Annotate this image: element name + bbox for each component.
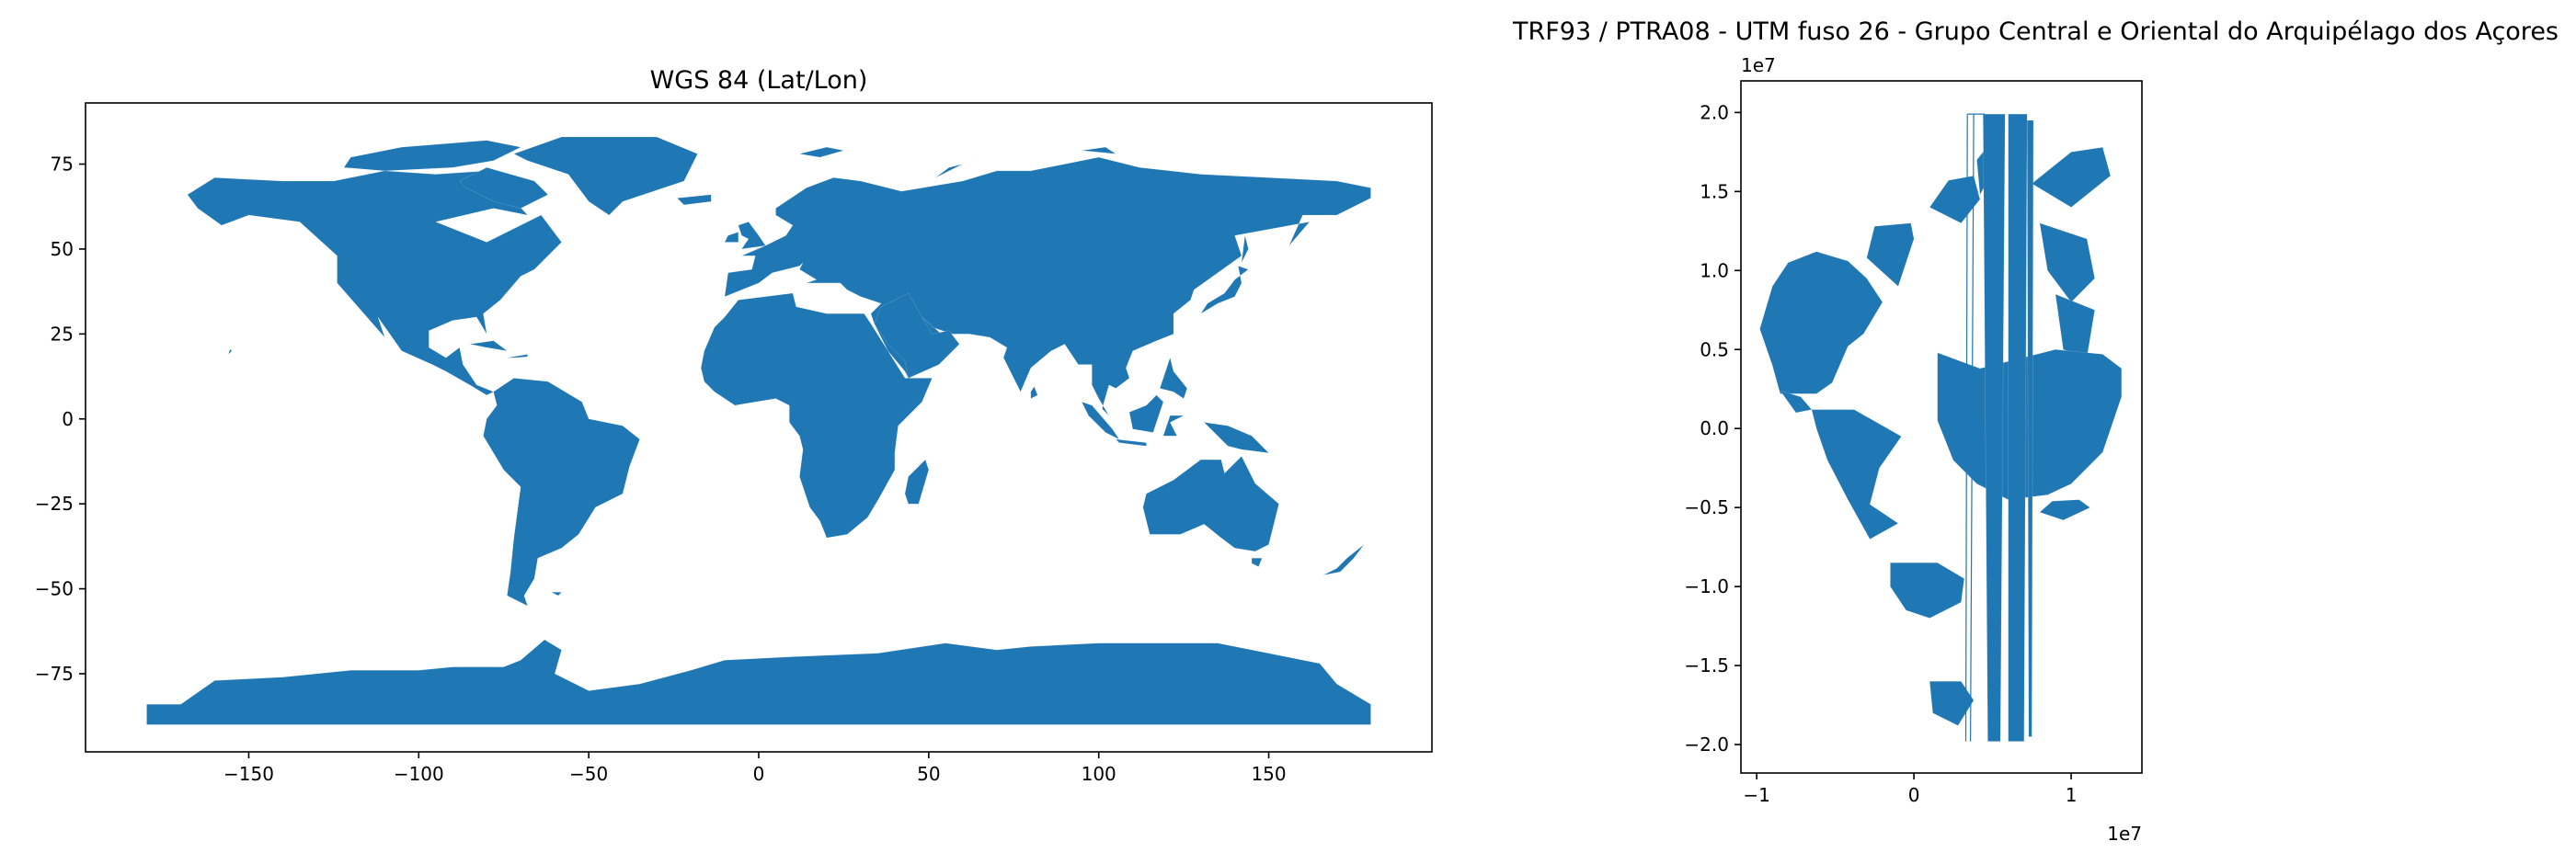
landmass-sumatra: [1081, 401, 1120, 440]
landmass-australia: [2039, 499, 2090, 521]
landmass-baffin-island: [459, 166, 549, 209]
figure-suptitle: TRF93 / PTRA08 - UTM fuso 26 - Grupo Cen…: [1512, 17, 2559, 46]
x-tick-label: 100: [1082, 763, 1116, 785]
landmass-iceland: [676, 194, 712, 206]
landmass-tasmania: [1251, 558, 1263, 567]
y-tick-label: −0.5: [1684, 496, 1729, 518]
landmass-eurasia-east: [2031, 146, 2112, 208]
landmass-strip-a: [1983, 113, 2006, 742]
outline-thin-strip-line-1: [1964, 114, 1968, 742]
landmass-falklands: [551, 592, 563, 597]
map-axes-wgs84: WGS 84 (Lat/Lon) −150 −100 −50 0 50 100 150 −7…: [35, 66, 1433, 785]
landmass-japan: [1200, 266, 1249, 314]
landmass-strip-c: [2026, 119, 2034, 737]
landmass-greenland: [1866, 222, 1915, 287]
y-axis-utm26: −2.0 −1.5 −1.0 −0.5 0.0 0.5 1.0 1.5 2.0: [1684, 101, 1741, 756]
landmass-java: [1115, 438, 1147, 447]
landmass-sri-lanka: [1030, 386, 1038, 399]
landmass-severnaya-zemlya: [1082, 146, 1116, 154]
landmass-borneo: [1128, 394, 1164, 433]
landmass-asia-south: [2055, 293, 2095, 358]
y-axis-wgs84: −75 −50 −25 0 25 50 75: [35, 153, 86, 685]
landmass-great-britain: [738, 222, 766, 250]
x-offset-label: 1e7: [2107, 823, 2142, 845]
landmass-antarctica: [146, 639, 1371, 725]
x-axis-utm26: −1 0 1: [1743, 773, 2077, 806]
y-tick-label: 1.5: [1700, 180, 1729, 202]
landmass-south-america: [483, 378, 640, 607]
landmass-sulawesi: [1162, 415, 1185, 437]
outline-thin-strip-line-2: [1970, 114, 1975, 742]
landmass-greenland: [513, 136, 698, 216]
landmass-sakhalin: [1241, 235, 1249, 263]
land-layer-utm26: [1759, 113, 2122, 742]
x-tick-label: 1: [2066, 784, 2078, 806]
landmass-new-zealand: [1322, 544, 1365, 575]
x-tick-label: 150: [1251, 763, 1286, 785]
x-tick-label: −150: [223, 763, 274, 785]
landmass-africa: [700, 292, 933, 539]
landmass-asia: [2039, 222, 2095, 303]
landmass-arabia: [874, 292, 960, 379]
landmass-philippines: [1159, 357, 1188, 399]
landmass-svalbard: [799, 146, 844, 158]
axes-frame-utm26: [1740, 80, 2143, 774]
y-tick-label: 1.0: [1700, 259, 1729, 281]
y-tick-label: 75: [51, 153, 74, 176]
y-tick-label: 0.0: [1700, 417, 1729, 439]
landmass-south-america: [1811, 409, 1902, 540]
landmass-australia: [1142, 456, 1279, 552]
x-tick-label: 50: [917, 763, 940, 785]
y-tick-label: −25: [35, 493, 74, 515]
landmass-patagonia: [1890, 563, 1965, 619]
landmass-ireland: [724, 232, 738, 243]
landmass-north-america: [1759, 251, 1883, 394]
y-tick-label: −1.0: [1684, 575, 1729, 597]
x-tick-label: −100: [394, 763, 444, 785]
x-axis-wgs84: −150 −100 −50 0 50 100 150: [223, 752, 1287, 785]
landmass-antarctic-remnant: [1929, 681, 1975, 726]
landmass-strip-b: [2008, 113, 2028, 742]
landmass-eurasia: [724, 156, 1371, 416]
y-offset-label: 1e7: [1741, 54, 1776, 76]
x-tick-label: −50: [569, 763, 608, 785]
x-tick-label: 0: [1908, 784, 1920, 806]
x-tick-label: −1: [1743, 784, 1769, 806]
landmass-hawaii: [228, 348, 233, 355]
y-tick-label: 50: [51, 238, 74, 260]
y-tick-label: 2.0: [1700, 101, 1729, 123]
landmass-madagascar: [904, 459, 930, 505]
y-tick-label: −75: [35, 663, 74, 685]
landmass-europe: [1929, 175, 1981, 223]
y-tick-label: −1.5: [1684, 654, 1729, 676]
landmass-novaya-zemlya: [935, 156, 990, 178]
y-tick-label: 0: [62, 408, 74, 430]
landmass-cuba: [469, 340, 508, 351]
y-tick-label: −50: [35, 578, 74, 600]
landmass-hispaniola: [507, 354, 528, 358]
map-axes-utm26: 1e7 −1 0 1 −2.0 −1.5 −1.0 −0.5 0.0 0.5 1.0 1.5 2.0…: [1684, 54, 2143, 845]
landmass-arctic-archipelago: [343, 140, 521, 172]
axes-title-wgs84: WGS 84 (Lat/Lon): [650, 66, 868, 95]
y-tick-label: −2.0: [1684, 733, 1729, 756]
x-tick-label: 0: [753, 763, 765, 785]
y-tick-label: 25: [51, 323, 74, 345]
land-layer-wgs84: [146, 136, 1371, 725]
landmass-new-guinea: [1203, 422, 1270, 453]
y-tick-label: 0.5: [1700, 338, 1729, 360]
